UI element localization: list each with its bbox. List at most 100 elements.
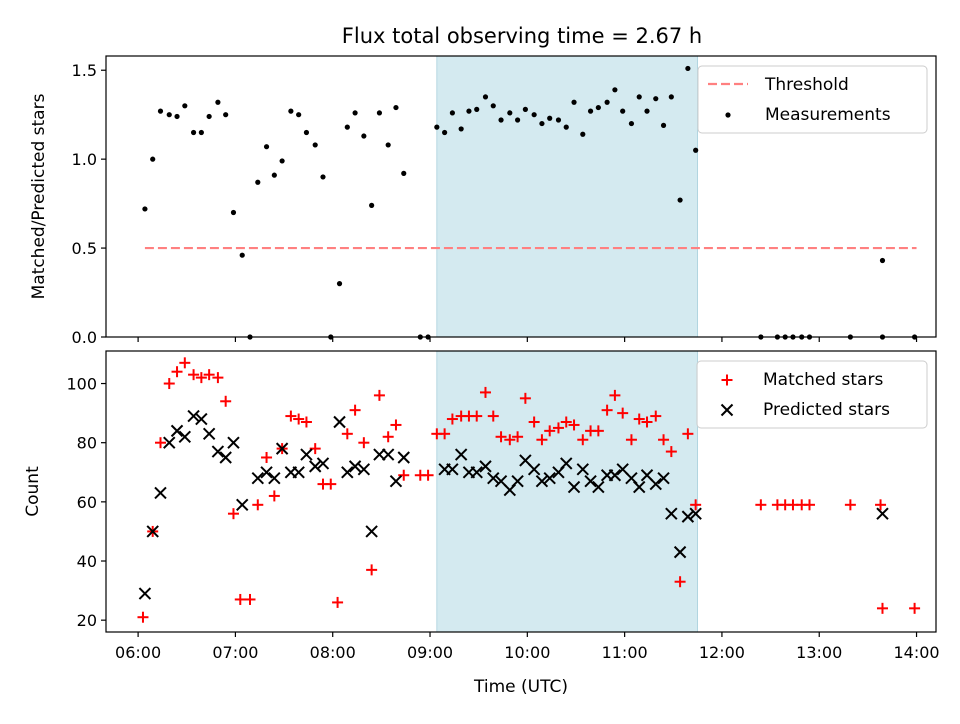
matched-star-marker xyxy=(398,469,410,481)
predicted-star-marker xyxy=(397,451,410,464)
matched-star-marker xyxy=(137,611,149,623)
measurement-point xyxy=(677,197,683,203)
predicted-star-marker xyxy=(446,463,459,476)
matched-star-marker xyxy=(325,478,337,490)
measurement-point xyxy=(879,257,886,264)
legend-measurement-swatch xyxy=(725,112,731,118)
predicted-star-marker xyxy=(195,412,208,426)
matched-star-marker xyxy=(373,389,385,401)
measurement-point xyxy=(466,108,472,114)
predicted-star-marker xyxy=(357,463,371,476)
matched-star-marker xyxy=(875,499,887,511)
matched-star-marker xyxy=(552,422,564,434)
y-tick-label: 1.5 xyxy=(72,61,97,80)
y-tick-label: 20 xyxy=(77,611,97,630)
predicted-star-marker xyxy=(211,445,225,458)
measurement-point xyxy=(385,142,391,148)
matched-star-marker xyxy=(366,564,378,576)
legend-frame xyxy=(697,65,928,134)
predicted-star-marker xyxy=(187,409,200,423)
predicted-star-marker xyxy=(348,460,362,473)
top-y-axis-label: Matched/Predicted stars xyxy=(29,93,49,299)
matched-star-marker xyxy=(154,437,166,449)
measurement-point xyxy=(279,158,285,164)
measurement-point xyxy=(507,110,513,116)
matched-star-marker xyxy=(625,434,637,446)
predicted-star-marker xyxy=(178,430,192,443)
measurement-point xyxy=(271,172,277,178)
predicted-star-marker xyxy=(236,498,249,512)
matched-star-marker xyxy=(212,372,224,384)
matched-star-marker xyxy=(261,451,273,463)
predicted-star-marker xyxy=(649,477,662,491)
y-tick-label: 80 xyxy=(77,434,97,453)
measurement-point xyxy=(376,110,383,116)
y-tick-label: 0.0 xyxy=(72,328,97,347)
measurement-point xyxy=(693,147,699,153)
figure-title: Flux total observing time = 2.67 h xyxy=(342,24,702,48)
y-tick-label: 60 xyxy=(77,493,97,512)
measurement-point xyxy=(336,281,343,287)
matched-star-marker xyxy=(268,490,280,502)
predicted-star-marker xyxy=(487,471,500,485)
matched-star-marker xyxy=(519,392,531,404)
predicted-star-marker xyxy=(567,480,581,494)
measurement-point xyxy=(303,129,310,136)
measurement-point xyxy=(539,120,545,127)
predicted-star-marker xyxy=(479,460,492,473)
x-axis-label: Time (UTC) xyxy=(473,677,568,697)
matched-star-marker xyxy=(171,366,183,378)
predicted-star-marker xyxy=(876,507,889,520)
measurement-point xyxy=(263,144,270,150)
measurement-point xyxy=(174,113,180,120)
measurement-point xyxy=(296,112,302,118)
predicted-star-marker xyxy=(470,466,483,479)
measurement-point xyxy=(150,156,156,162)
x-tick-label: 08:00 xyxy=(310,643,356,662)
matched-star-marker xyxy=(909,602,921,614)
y-tick-label: 100 xyxy=(66,375,97,394)
measurement-point xyxy=(393,104,399,111)
matched-star-marker xyxy=(309,443,321,455)
legend-frame xyxy=(696,360,928,429)
predicted-star-marker xyxy=(681,510,695,523)
matched-star-marker xyxy=(804,499,816,511)
predicted-star-marker xyxy=(341,466,354,479)
matched-star-marker xyxy=(293,413,305,425)
x-tick-label: 07:00 xyxy=(212,643,258,662)
x-tick-label: 12:00 xyxy=(699,643,745,662)
x-tick-label: 14:00 xyxy=(893,643,939,662)
matched-star-marker xyxy=(234,593,246,605)
matched-star-marker xyxy=(341,428,353,440)
predicted-star-marker xyxy=(316,457,330,470)
measurement-point xyxy=(458,126,464,132)
measurement-point xyxy=(490,103,496,109)
measurement-point xyxy=(547,115,553,121)
matched-star-marker xyxy=(179,357,191,369)
matched-star-marker xyxy=(358,437,370,449)
predicted-star-marker xyxy=(592,480,605,494)
matched-star-marker xyxy=(650,410,662,422)
legend-matched-label: Matched stars xyxy=(763,370,883,390)
matched-star-marker xyxy=(471,410,483,422)
measurement-point xyxy=(498,117,504,123)
matched-star-marker xyxy=(188,369,200,381)
measurement-point xyxy=(239,252,245,258)
observing-window-band xyxy=(436,55,699,338)
matched-star-marker xyxy=(568,419,580,431)
predicted-star-marker xyxy=(584,474,597,488)
measurement-point xyxy=(320,174,326,180)
matched-star-marker xyxy=(609,389,621,401)
predicted-star-marker xyxy=(689,507,702,520)
measurement-point xyxy=(563,124,569,130)
predicted-star-marker xyxy=(333,415,346,429)
measurement-point xyxy=(474,106,480,112)
measurement-point xyxy=(571,99,577,105)
predicted-star-marker xyxy=(292,466,305,479)
matched-star-marker xyxy=(690,499,702,511)
measurement-point xyxy=(660,122,667,128)
matched-star-marker xyxy=(332,596,344,608)
measurement-point xyxy=(482,94,489,100)
matched-star-marker xyxy=(617,407,629,419)
